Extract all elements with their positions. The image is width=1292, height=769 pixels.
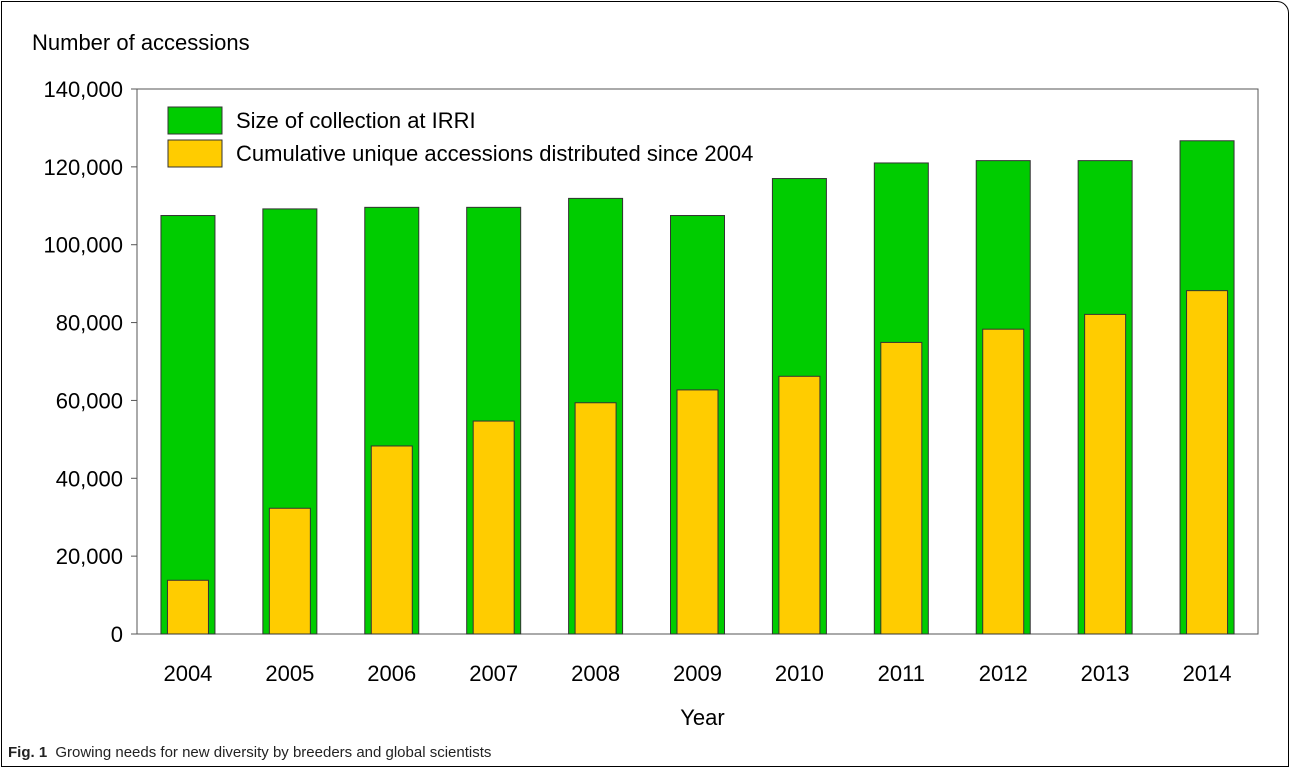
x-tick-label: 2013 <box>1081 661 1130 686</box>
x-tick-label: 2014 <box>1183 661 1232 686</box>
figure-caption: Fig. 1 Growing needs for new diversity b… <box>8 744 491 761</box>
y-tick-label: 120,000 <box>43 155 123 180</box>
legend-entry-collection-size-label: Size of collection at IRRI <box>236 108 476 133</box>
x-tick-label: 2010 <box>775 661 824 686</box>
x-axis-label: Year <box>680 705 724 730</box>
y-tick-label: 100,000 <box>43 233 123 258</box>
y-tick-label: 140,000 <box>43 77 123 102</box>
bar-cumulative-distributed <box>472 420 515 635</box>
y-tick-label: 20,000 <box>56 544 123 569</box>
y-tick-label: 80,000 <box>56 311 123 336</box>
bar-cumulative-distributed <box>166 579 209 635</box>
x-tick-label: 2009 <box>673 661 722 686</box>
bar-chart: Number of accessions 0 20,000 40,000 60,000 8… <box>32 30 1259 730</box>
x-tick-label: 2006 <box>367 661 416 686</box>
y-axis-label: Number of accessions <box>32 30 250 55</box>
x-tick-label: 2007 <box>469 661 518 686</box>
bar-cumulative-distributed <box>1084 313 1127 635</box>
x-tick-label: 2005 <box>265 661 314 686</box>
bar-cumulative-distributed <box>982 328 1025 635</box>
bar-cumulative-distributed <box>370 445 413 635</box>
legend-entry-collection-size-swatch <box>167 106 223 135</box>
y-tick-label: 60,000 <box>56 388 123 413</box>
y-tick-label: 0 <box>111 622 123 647</box>
bar-cumulative-distributed <box>880 341 923 635</box>
y-tick-label: 40,000 <box>56 466 123 491</box>
x-tick-label: 2004 <box>163 661 212 686</box>
bar-cumulative-distributed <box>676 389 719 635</box>
x-tick-label: 2008 <box>571 661 620 686</box>
figure-label: Fig. 1 <box>8 744 48 761</box>
x-tick-label: 2012 <box>979 661 1028 686</box>
bar-cumulative-distributed <box>1186 290 1229 635</box>
bar-cumulative-distributed <box>574 402 617 635</box>
bar-cumulative-distributed <box>268 507 311 635</box>
bar-cumulative-distributed <box>778 375 821 635</box>
bar-collection-size <box>160 215 216 635</box>
x-tick-label: 2011 <box>878 661 925 686</box>
figure-caption-text: Growing needs for new diversity by breed… <box>55 744 492 761</box>
legend-entry-cumulative-distributed-swatch <box>167 139 223 168</box>
legend-entry-cumulative-distributed-label: Cumulative unique accessions distributed… <box>236 141 753 166</box>
